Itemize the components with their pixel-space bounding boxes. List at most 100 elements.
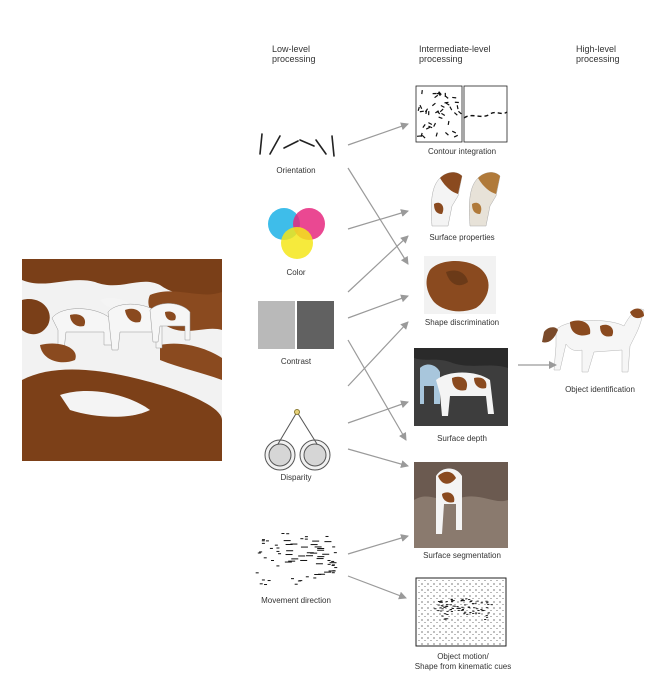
arrow-contrast-to-surface-depth <box>347 339 407 441</box>
object-identification-horse <box>542 308 645 373</box>
contour-tick <box>424 108 429 113</box>
motion-dot <box>456 606 459 608</box>
arrow-movement-to-object-motion <box>347 575 407 600</box>
contour-tick <box>439 108 444 113</box>
label-movement-direction: Movement direction <box>261 596 331 605</box>
motion-dot <box>441 605 444 607</box>
contour-tick <box>444 95 449 99</box>
motion-dot <box>440 605 443 607</box>
motion-dot <box>467 606 470 608</box>
object-motion-image <box>415 577 507 647</box>
label-shape-discrimination: Shape discrimination <box>424 318 500 327</box>
motion-dot <box>476 600 479 602</box>
disparity-icon <box>264 409 331 471</box>
contour-integration-image <box>415 85 508 143</box>
header-low-level: Low-level processing <box>272 44 316 64</box>
motion-dot <box>485 616 489 618</box>
motion-dot <box>446 618 449 620</box>
motion-dot <box>463 612 466 614</box>
contour-tick <box>451 130 457 134</box>
motion-dot <box>472 610 475 612</box>
motion-dot <box>472 612 475 614</box>
contour-tick <box>445 132 449 136</box>
motion-dot <box>485 602 489 604</box>
label-surface-properties: Surface properties <box>429 233 495 242</box>
motion-dot <box>446 610 449 612</box>
motion-dot <box>462 600 465 601</box>
header-low-line1: Low-level <box>272 44 311 54</box>
motion-dot <box>469 612 472 613</box>
motion-dot <box>474 603 477 605</box>
motion-dot <box>460 599 464 601</box>
label-contour-integration: Contour integration <box>427 147 497 156</box>
motion-dot <box>485 615 488 616</box>
motion-dot <box>464 611 467 613</box>
motion-dot <box>456 607 459 609</box>
contour-tick <box>447 120 450 126</box>
camouflage-painting <box>22 259 222 461</box>
motion-dot <box>450 611 454 613</box>
surface-properties-image <box>431 172 501 227</box>
contour-tick <box>428 125 433 129</box>
contour-tick <box>419 110 424 113</box>
motion-dot <box>445 606 449 608</box>
motion-dot <box>461 598 464 600</box>
label-object-motion-line1: Object motion/ <box>437 652 489 661</box>
motion-dot <box>465 598 468 600</box>
motion-dot <box>450 599 454 601</box>
motion-dot <box>440 600 443 602</box>
header-high-line1: High-level <box>576 44 617 54</box>
motion-dot <box>461 608 464 610</box>
contour-tick <box>421 134 426 139</box>
connection-arrows <box>347 122 557 600</box>
label-color: Color <box>286 268 306 277</box>
arrow-contrast-to-shape <box>347 294 409 319</box>
motion-dot <box>441 615 444 617</box>
contour-tick <box>437 91 441 97</box>
motion-dot <box>458 607 461 609</box>
motion-dot <box>446 604 449 606</box>
motion-dot <box>443 613 446 615</box>
arrow-orientation-to-contour <box>347 122 409 146</box>
contour-tick <box>445 102 450 106</box>
arrow-color-to-surface-properties <box>347 209 409 230</box>
movement-icon <box>255 532 338 586</box>
motion-dot <box>450 598 453 600</box>
contrast-icon <box>258 301 334 349</box>
motion-dot <box>443 606 446 608</box>
contour-tick <box>453 112 458 116</box>
motion-dot <box>480 609 483 611</box>
contour-tick <box>420 132 423 137</box>
contour-tick <box>434 94 439 99</box>
motion-dot <box>461 609 465 611</box>
header-intermediate-line2: processing <box>419 54 463 64</box>
motion-dot <box>469 601 472 603</box>
surface-segmentation-image <box>414 462 508 548</box>
motion-dot <box>475 612 478 614</box>
label-object-identification: Object identification <box>565 385 635 394</box>
motion-dot <box>441 608 444 610</box>
motion-dot <box>443 618 446 620</box>
header-intermediate-line1: Intermediate-level <box>419 44 491 54</box>
motion-dot <box>487 612 490 614</box>
motion-dot <box>445 601 448 603</box>
motion-dot <box>437 610 440 612</box>
contour-tick <box>441 112 446 116</box>
motion-dot <box>444 605 447 607</box>
motion-dot <box>437 601 441 602</box>
arrow-movement-to-surface-segmentation <box>347 534 409 555</box>
label-disparity: Disparity <box>280 473 312 482</box>
motion-dot <box>466 613 469 615</box>
color-icon <box>268 208 325 259</box>
label-object-motion-line2: Shape from kinematic cues <box>414 662 512 671</box>
header-intermediate-level: Intermediate-level processing <box>419 44 491 64</box>
arrow-disparity-to-shape <box>347 321 409 387</box>
shape-discrimination-image <box>424 256 496 314</box>
arrow-contrast-to-surface-properties <box>347 235 409 293</box>
contour-tick <box>444 101 449 104</box>
motion-dot <box>446 613 449 615</box>
contour-tick <box>449 106 453 111</box>
motion-dot <box>470 600 473 602</box>
label-surface-depth: Surface depth <box>437 434 487 443</box>
